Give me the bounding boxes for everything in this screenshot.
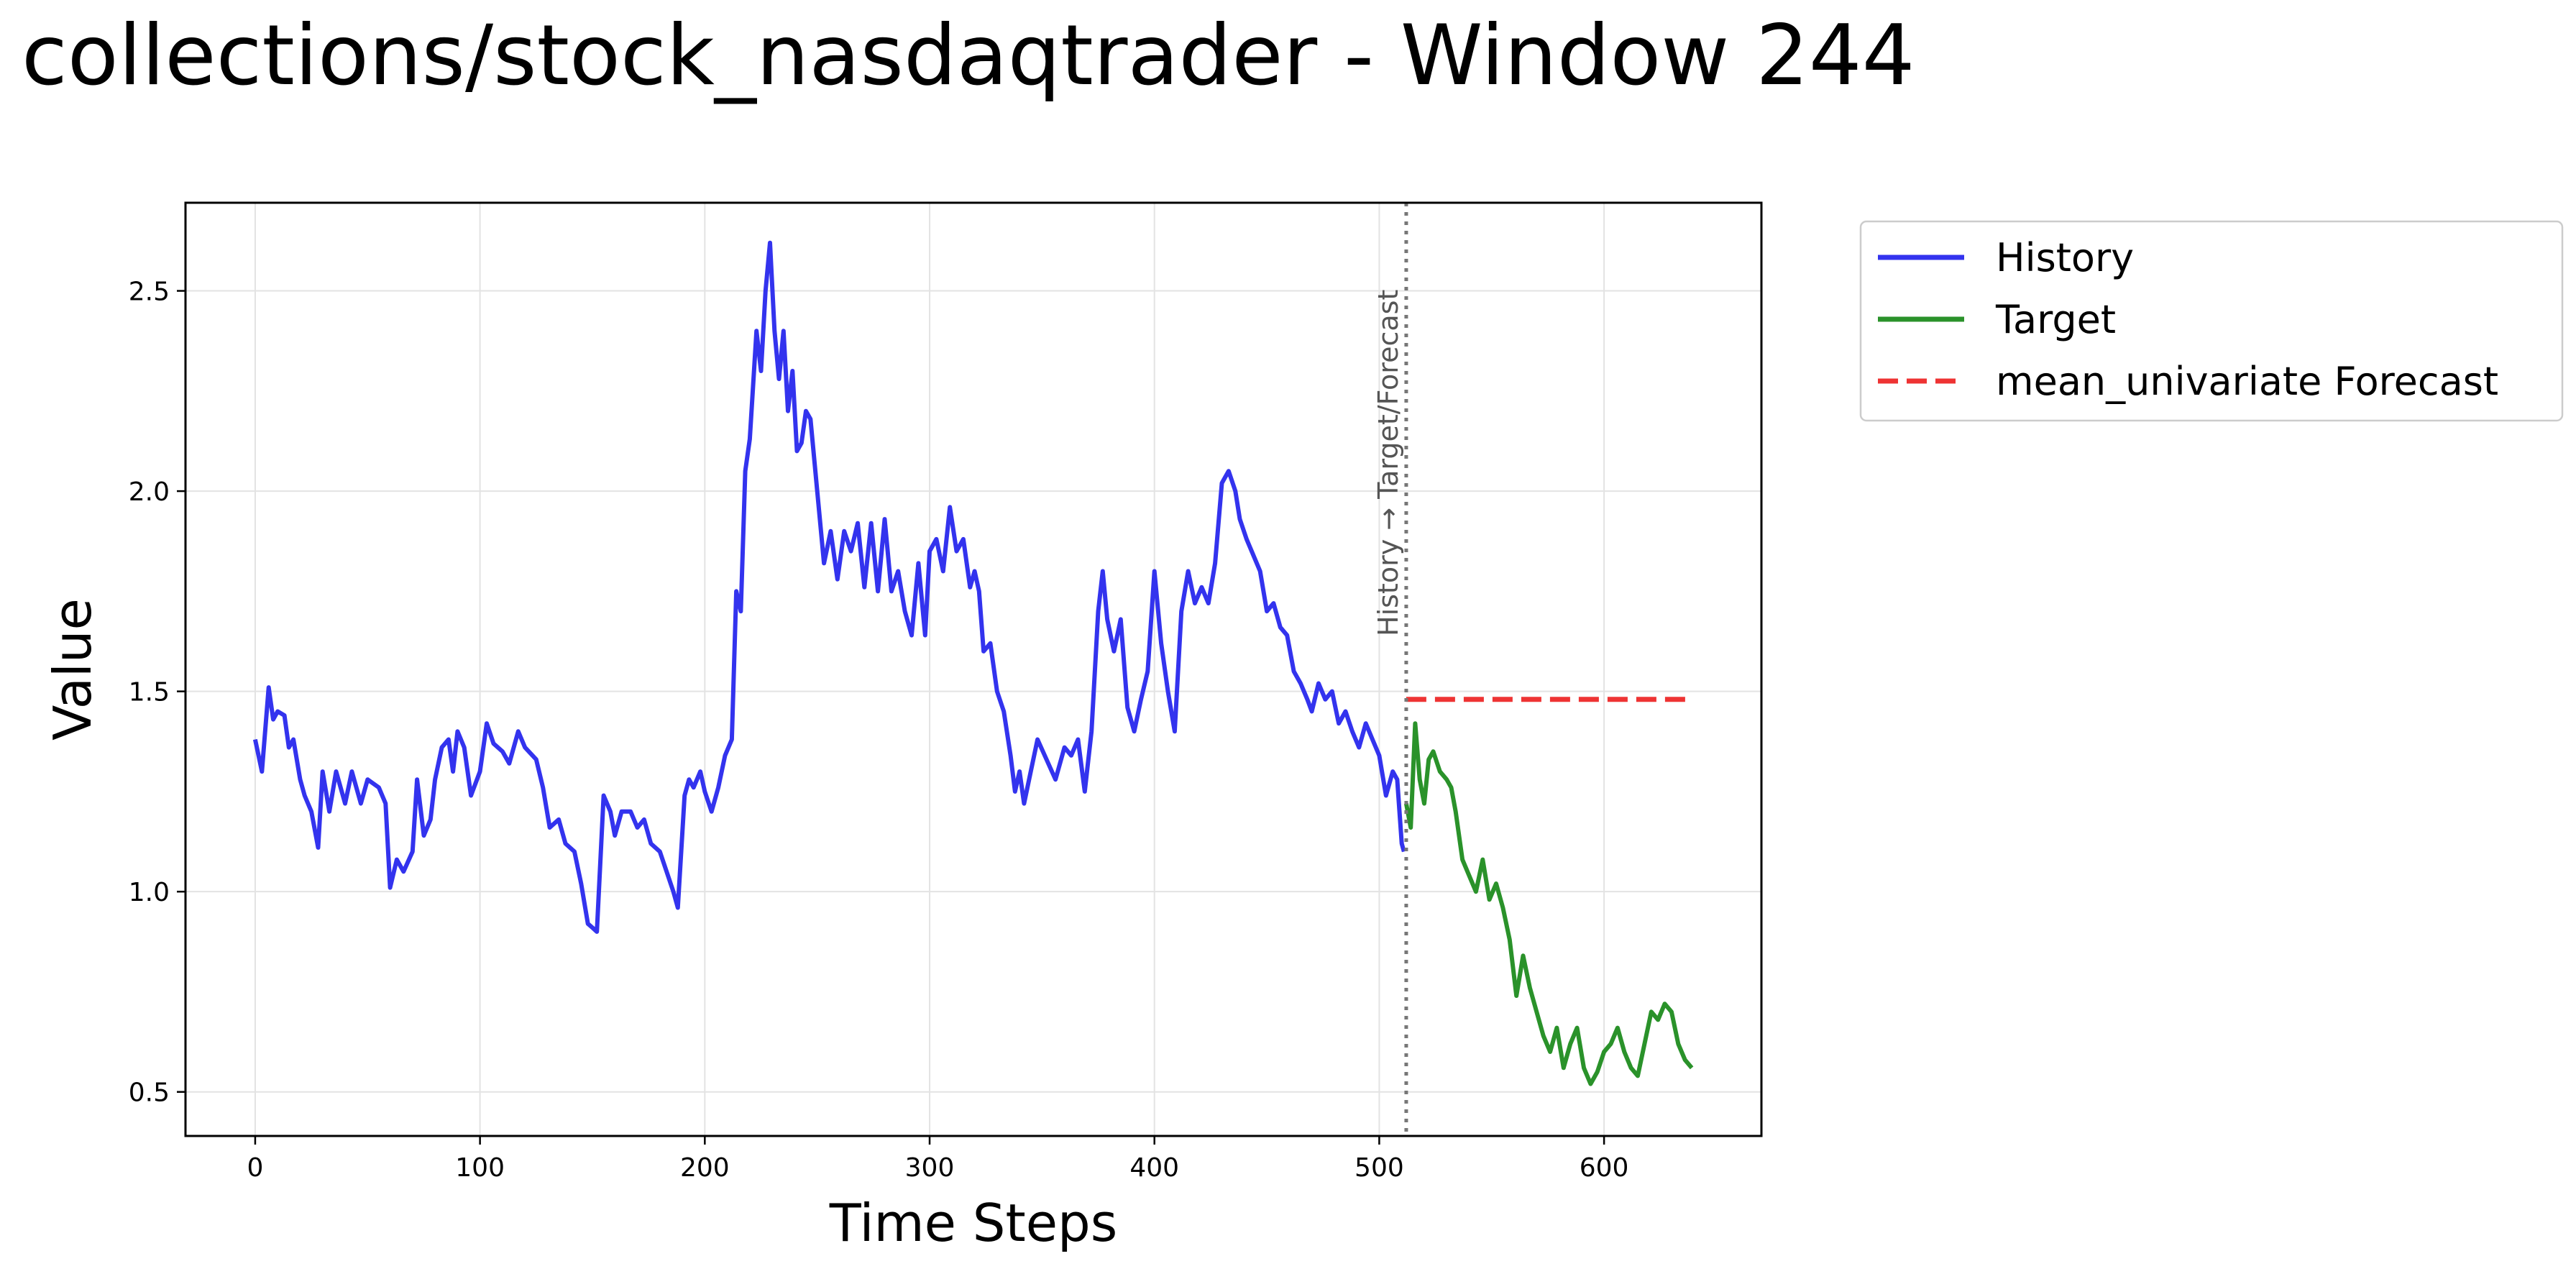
y-axis-ticks: 0.5 1.0 1.5 2.0 2.5 [129, 278, 185, 1108]
x-axis-label: Time Steps [829, 1193, 1118, 1253]
y-tick-label: 0.5 [129, 1078, 170, 1108]
legend-frame [1859, 220, 2564, 422]
x-tick-label: 100 [455, 1153, 505, 1183]
legend: History Target mean_univariate Forecast [1859, 220, 2564, 422]
series-line-target [1403, 721, 1694, 1086]
plot-frame [184, 201, 1763, 1137]
x-tick-label: 500 [1355, 1153, 1404, 1183]
series-line-history [252, 240, 1406, 934]
y-axis-label: Value [42, 598, 103, 741]
grid [185, 203, 1761, 1136]
x-tick-label: 200 [680, 1153, 730, 1183]
split-label: History → Target/Forecast [1372, 290, 1404, 636]
x-tick-label: 600 [1580, 1153, 1629, 1183]
y-tick-label: 1.5 [129, 678, 170, 707]
split-marker: History → Target/Forecast [1372, 203, 1408, 1136]
x-tick-label: 300 [905, 1153, 955, 1183]
y-tick-label: 2.0 [129, 477, 170, 507]
series-group [252, 240, 1694, 1086]
x-tick-label: 400 [1129, 1153, 1179, 1183]
legend-label: mean_univariate Forecast [1996, 359, 2498, 404]
legend-label: History [1996, 235, 2134, 280]
x-axis-ticks: 0 100 200 300 400 500 600 [247, 1136, 1628, 1183]
legend-label: Target [1995, 297, 2116, 342]
x-tick-label: 0 [247, 1153, 263, 1183]
chart-title: collections/stock_nasdaqtrader - Window … [22, 7, 1915, 104]
y-tick-label: 2.5 [129, 278, 170, 307]
y-tick-label: 1.0 [129, 878, 170, 907]
